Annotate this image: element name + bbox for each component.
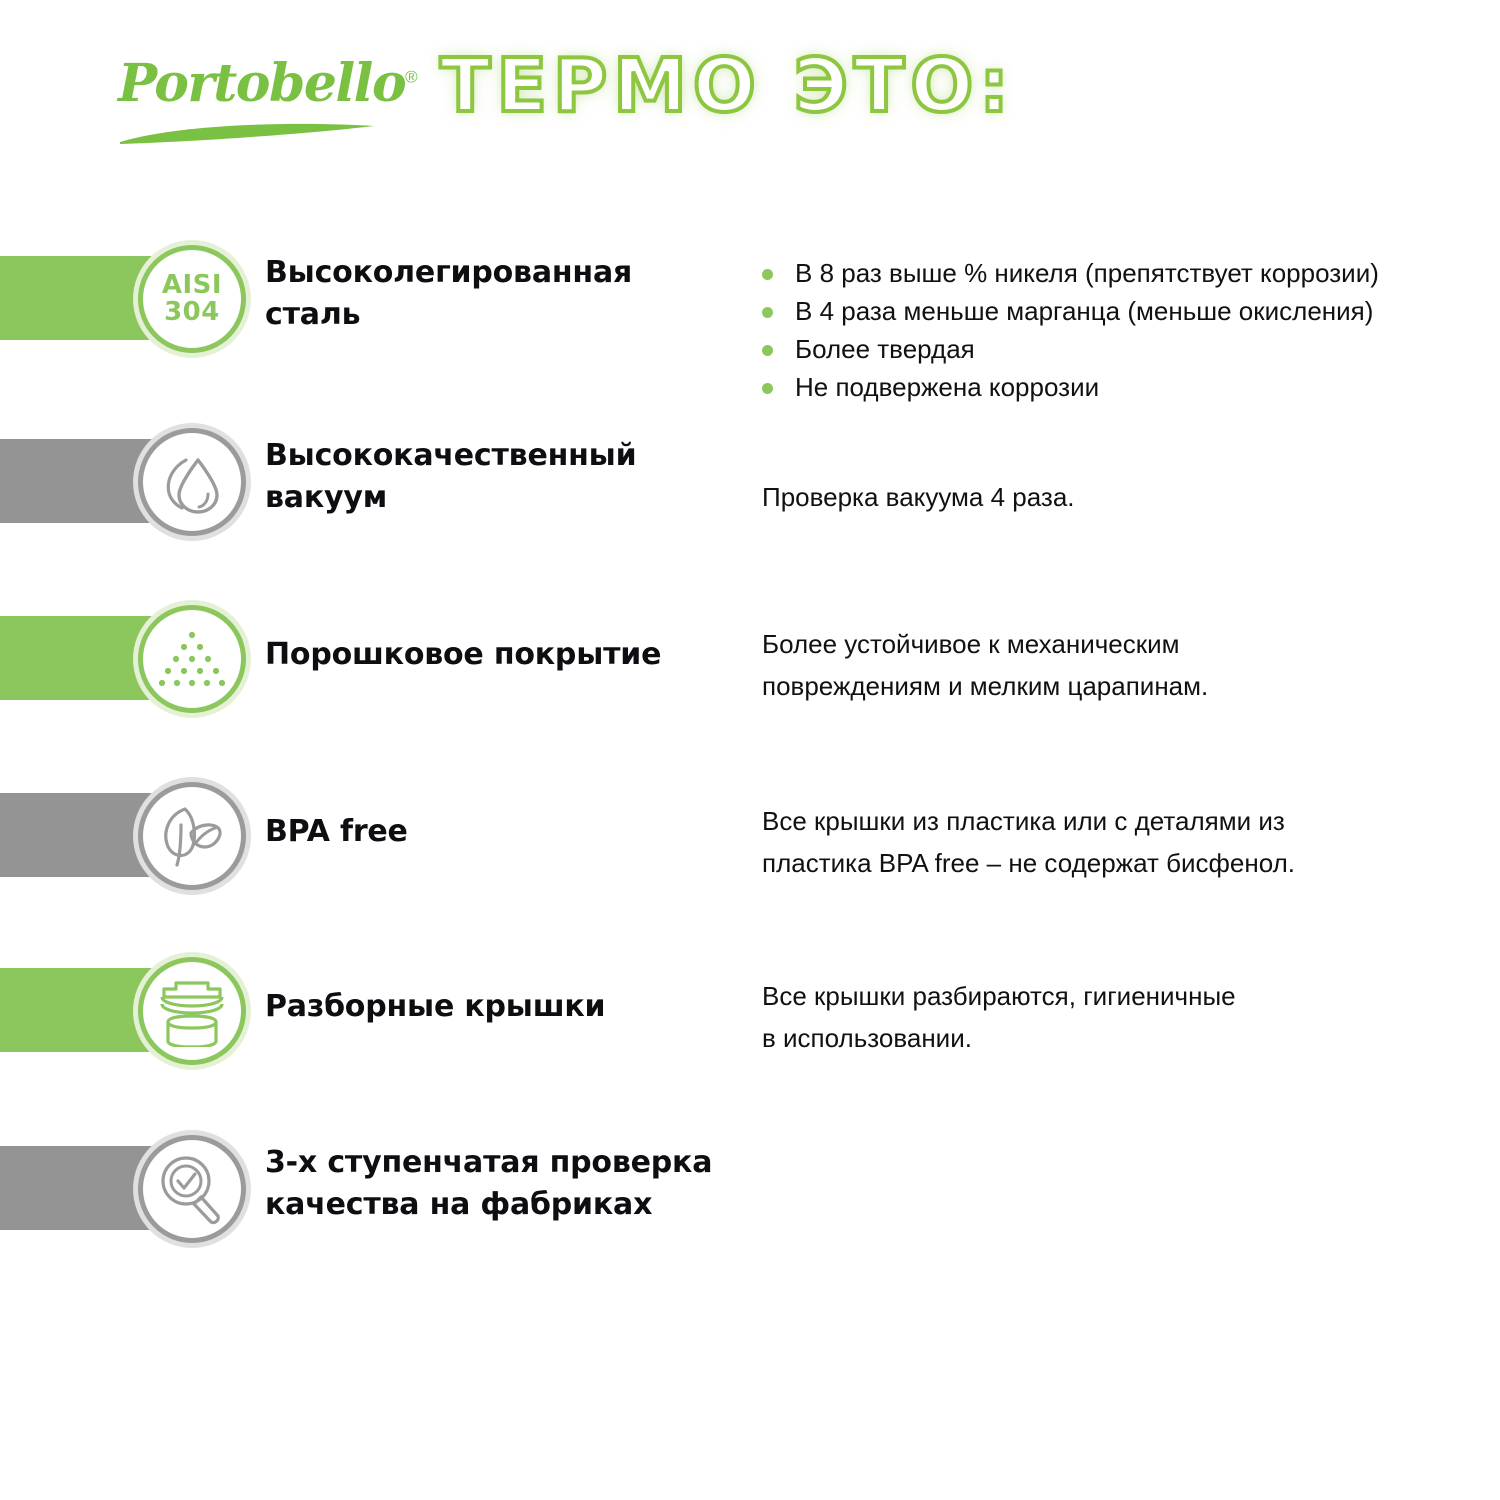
magnifier-check-icon — [133, 1130, 251, 1248]
leaf-icon — [133, 777, 251, 895]
feature-title: Высококачественный вакуум — [265, 438, 637, 515]
feature-title: Порошковое покрытие — [265, 637, 662, 672]
badge-glyph — [138, 782, 246, 890]
powder-dots-glyph — [158, 631, 226, 687]
brand-swoosh-icon — [120, 123, 374, 144]
feature-title: Разборные крышки — [265, 989, 606, 1024]
detachable-lid-icon — [133, 952, 251, 1070]
brand-wordmark: Portobello® — [118, 58, 418, 110]
aisi-line-1: AISI — [161, 270, 223, 300]
leaf-glyph — [164, 807, 222, 867]
feature-description: Все крышки разбираются, гигиеничные в ис… — [762, 981, 1236, 1053]
registered-trademark-symbol: ® — [405, 67, 418, 87]
feature-title: Высоколегированная сталь — [265, 255, 633, 332]
magnifier-check-glyph — [161, 1156, 220, 1225]
badge-glyph: AISI 304 — [138, 245, 246, 353]
badge-glyph — [138, 605, 246, 713]
list-item: Более твердая — [762, 330, 1379, 368]
list-item: Не подвержена коррозии — [762, 368, 1379, 406]
badge-ring — [138, 245, 246, 353]
water-drop-icon — [133, 423, 251, 541]
aisi-line-2: 304 — [164, 297, 220, 327]
brand-name: Portobello — [118, 53, 407, 114]
feature-title: BPA free — [265, 814, 408, 849]
feature-description: Все крышки из пластика или с деталями из… — [762, 806, 1295, 878]
list-item: В 4 раза меньше марганца (меньше окислен… — [762, 292, 1379, 330]
feature-description: Более устойчивое к механическим поврежде… — [762, 629, 1209, 701]
badge-ring — [138, 428, 246, 536]
detachable-lid-glyph — [160, 981, 224, 1047]
aisi-label: AISI 304 — [162, 272, 222, 326]
badge-ring — [138, 957, 246, 1065]
brand-logo: Portobello® — [118, 58, 418, 168]
feature-bullet-list: В 8 раз выше % никеля (препятствует корр… — [762, 254, 1379, 406]
water-drop-glyph — [166, 458, 219, 514]
powder-dots-icon — [133, 600, 251, 718]
badge-ring — [138, 1135, 246, 1243]
list-item: В 8 раз выше % никеля (препятствует корр… — [762, 254, 1379, 292]
badge-glyph — [138, 428, 246, 536]
page-header: Portobello® ТЕРМО ЭТО: — [0, 0, 1500, 190]
badge-glyph — [138, 957, 246, 1065]
feature-description: Проверка вакуума 4 раза. — [762, 482, 1075, 512]
badge-glyph — [138, 1135, 246, 1243]
feature-title: 3-х ступенчатая проверка качества на фаб… — [265, 1145, 713, 1222]
aisi-304-badge-icon: AISI 304 — [133, 240, 251, 358]
page-title: ТЕРМО ЭТО: — [438, 43, 1015, 129]
